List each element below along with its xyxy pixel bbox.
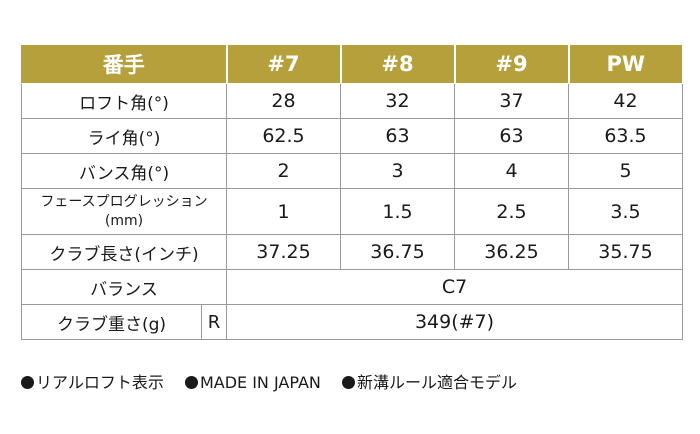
table-row-weight: クラブ重さ(g) R 349(#7): [21, 304, 683, 340]
note-item: リアルロフト表示: [21, 373, 164, 392]
row-label: バランス: [21, 269, 227, 305]
table-cell: 1.5: [340, 188, 455, 235]
table-cell: 4: [454, 153, 569, 189]
header-row: 番手 #7 #8 #9 PW: [21, 44, 683, 84]
table-row-loft: ロフト角(°) 28 32 37 42: [21, 83, 683, 119]
note-item: 新溝ルール適合モデル: [342, 373, 517, 392]
notes-line: リアルロフト表示 MADE IN JAPAN 新溝ルール適合モデル: [21, 369, 533, 393]
bullet-icon: [21, 376, 34, 389]
header-cell-9: #9: [453, 44, 569, 84]
table-cell: 37: [454, 83, 569, 119]
note-item: MADE IN JAPAN: [184, 373, 321, 392]
table-cell: 62.5: [226, 118, 341, 154]
flex-label: R: [201, 305, 226, 339]
table-cell: 32: [340, 83, 455, 119]
header-cell-pw: PW: [567, 44, 683, 84]
table-cell: 2: [226, 153, 341, 189]
row-label: クラブ重さ(g) R: [21, 304, 227, 340]
spec-table: 番手 #7 #8 #9 PW ロフト角(°) 28 32 37 42 ライ角(°…: [21, 44, 683, 340]
bullet-icon: [184, 376, 198, 389]
table-cell: 63: [454, 118, 569, 154]
table-cell: 1: [226, 188, 341, 235]
table-cell: 36.75: [340, 234, 455, 270]
row-label-line2: (mm): [104, 212, 144, 229]
table-row-lie: ライ角(°) 62.5 63 63 63.5: [21, 118, 683, 154]
note-text: リアルロフト表示: [36, 373, 164, 392]
table-cell: 63.5: [568, 118, 683, 154]
table-row-face-progression: フェースプログレッション (mm) 1 1.5 2.5 3.5: [21, 188, 683, 235]
table-cell: 37.25: [226, 234, 341, 270]
note-text: MADE IN JAPAN: [199, 373, 321, 392]
header-cell-model: 番手: [21, 44, 227, 84]
weight-label: クラブ重さ(g): [56, 314, 167, 335]
table-row-bounce: バンス角(°) 2 3 4 5: [21, 153, 683, 189]
row-label: フェースプログレッション (mm): [21, 188, 227, 235]
table-cell: 35.75: [568, 234, 683, 270]
header-cell-7: #7: [225, 44, 341, 84]
weight-value: 349(#7): [226, 304, 683, 340]
note-text: 新溝ルール適合モデル: [357, 373, 518, 392]
table-cell: 63: [340, 118, 455, 154]
bullet-icon: [342, 376, 355, 389]
row-label: バンス角(°): [21, 153, 227, 189]
row-label-line1: フェースプログレッション: [40, 193, 208, 210]
table-row-balance: バランス C7: [21, 269, 683, 305]
balance-value: C7: [226, 269, 683, 305]
row-label: ライ角(°): [21, 118, 227, 154]
row-label: ロフト角(°): [21, 83, 227, 119]
table-cell: 28: [226, 83, 341, 119]
table-cell: 5: [568, 153, 683, 189]
table-row-length: クラブ長さ(インチ) 37.25 36.75 36.25 35.75: [21, 234, 683, 270]
table-cell: 3.5: [568, 188, 683, 235]
table-cell: 42: [568, 83, 683, 119]
table-cell: 36.25: [454, 234, 569, 270]
table-cell: 3: [340, 153, 455, 189]
table-cell: 2.5: [454, 188, 569, 235]
row-label: クラブ長さ(インチ): [21, 234, 227, 270]
header-cell-8: #8: [339, 44, 455, 84]
